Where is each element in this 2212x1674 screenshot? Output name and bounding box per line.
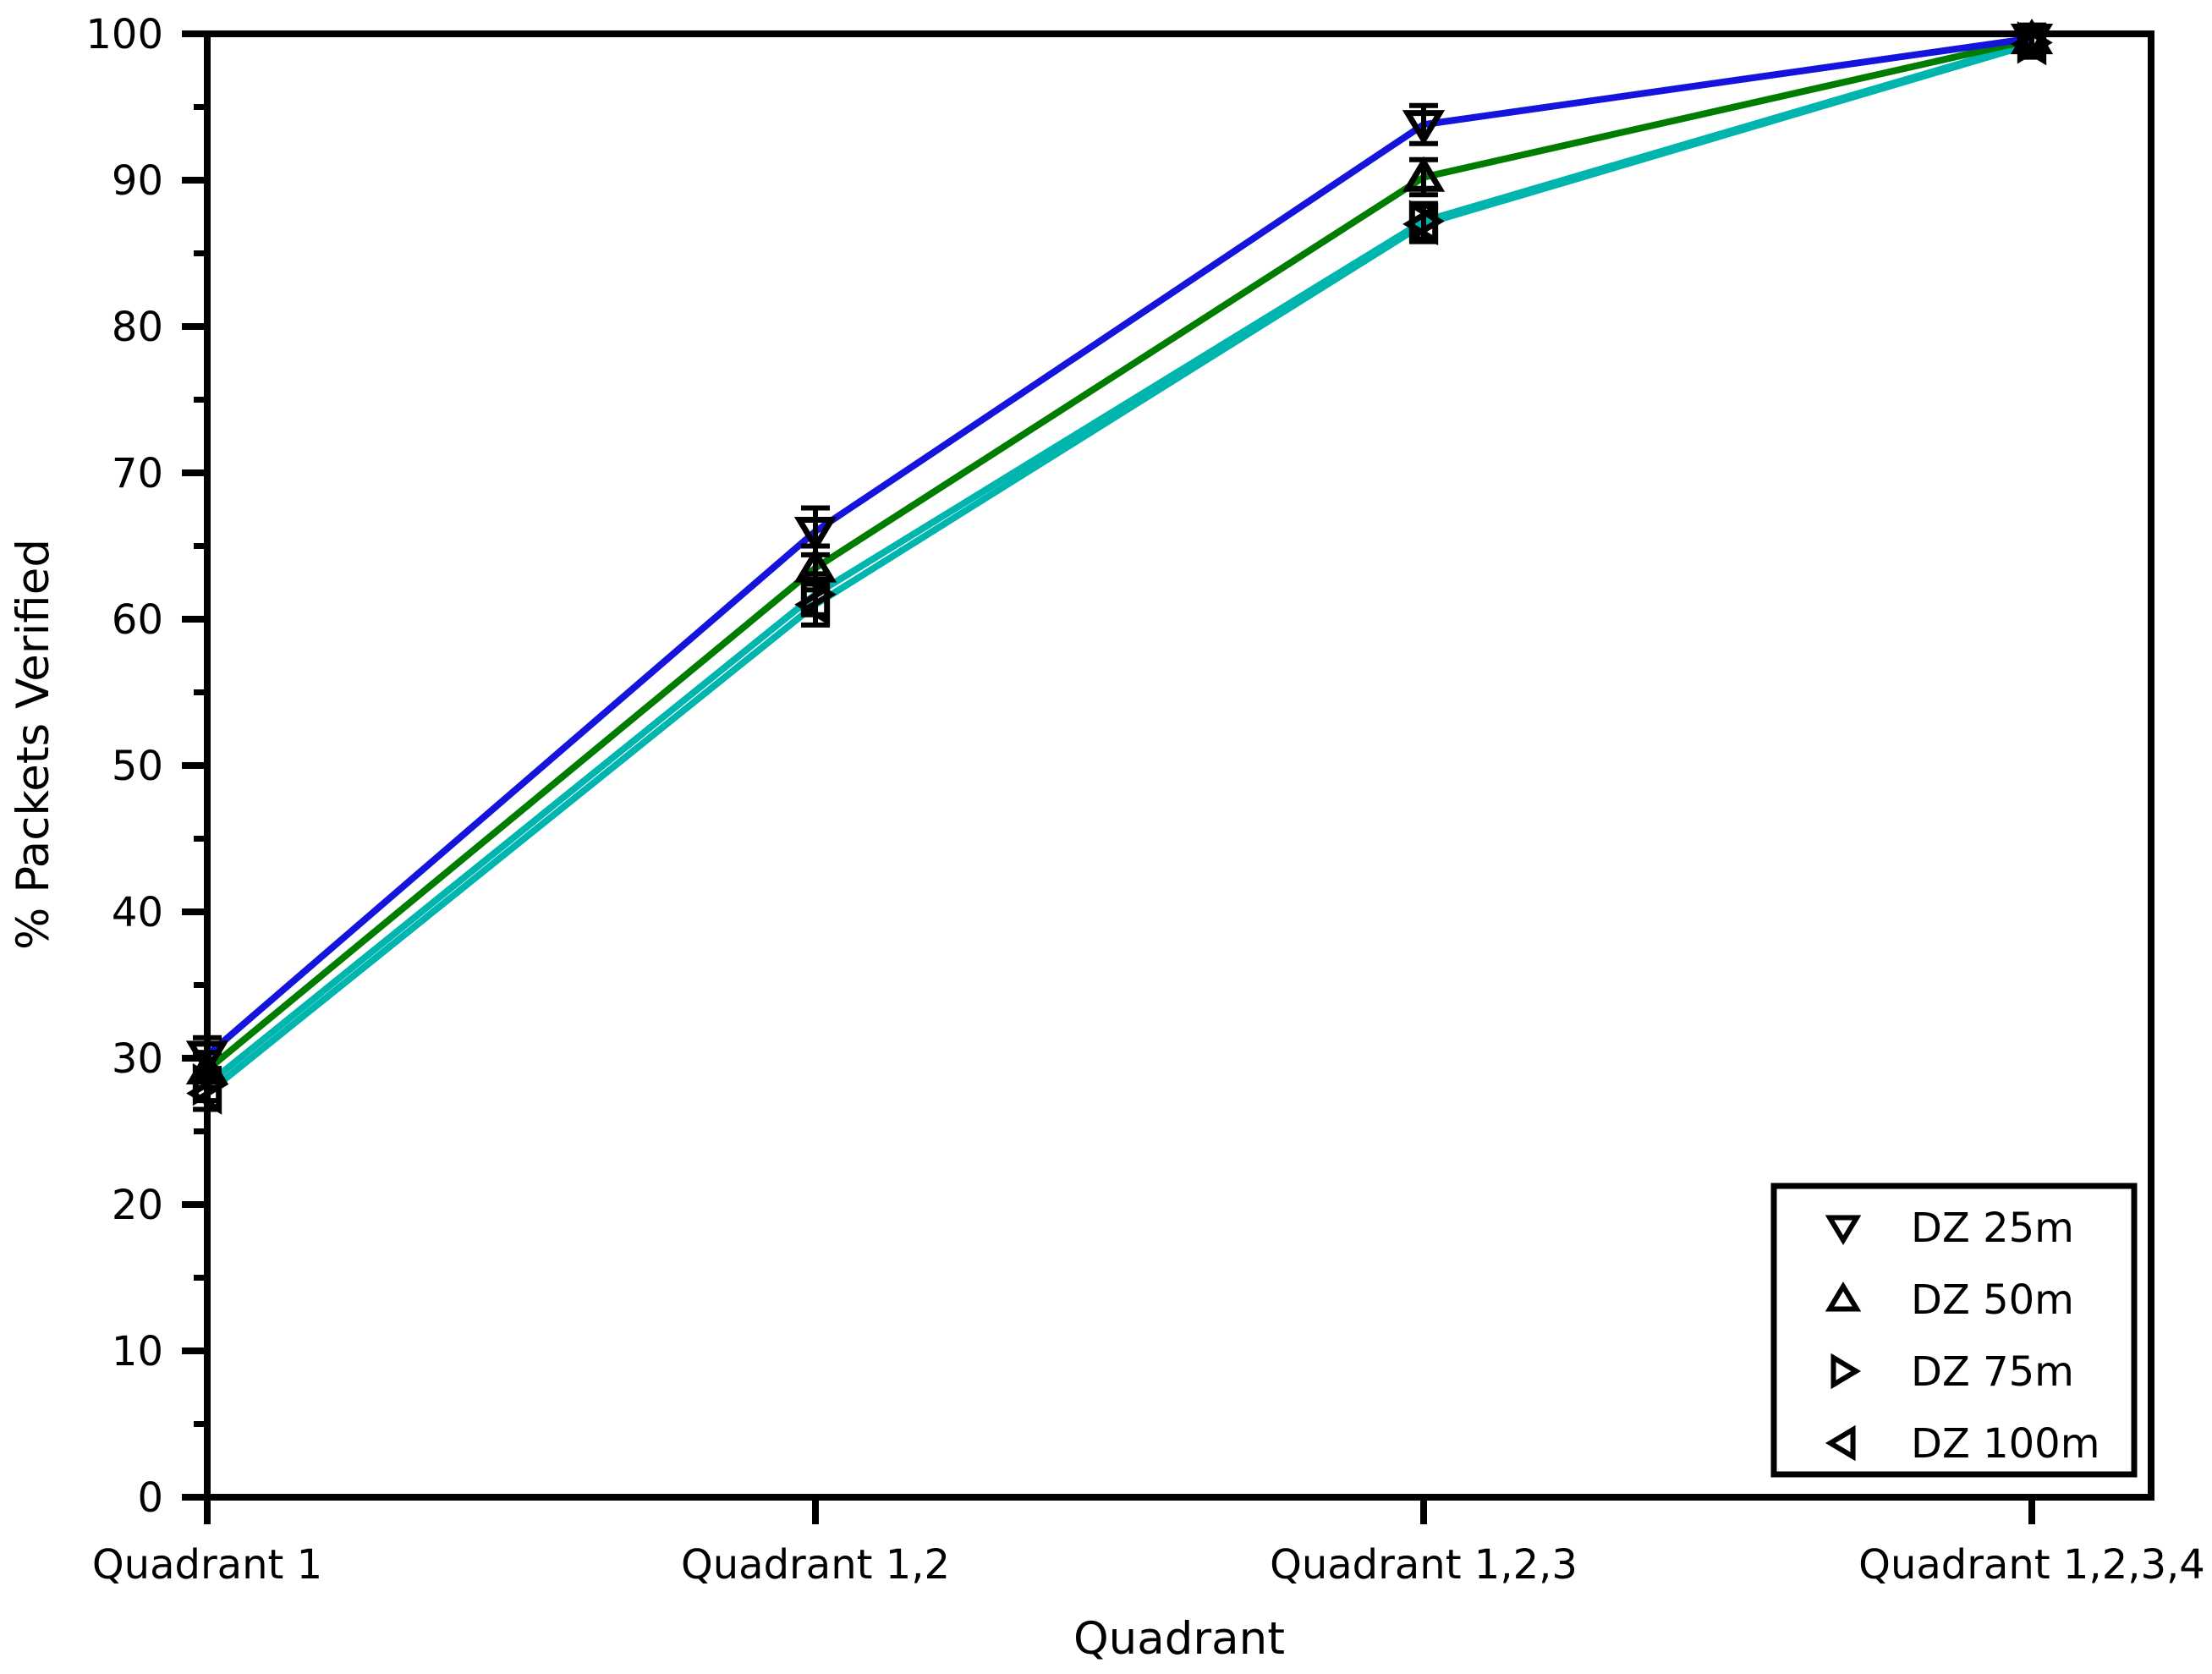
triangle-up-marker	[185, 1048, 229, 1085]
x-axis-ticks: Quadrant 1 Quadrant 1,2 Quadrant 1,2,3 Quad…	[92, 1497, 2205, 1589]
triangle-down-marker	[2010, 24, 2054, 60]
legend: DZ 25m DZ 50m DZ 75m DZ 100m	[1770, 1183, 2138, 1478]
legend-item-dz-25m: DZ 25m	[1825, 1205, 2074, 1252]
series-markers	[185, 19, 2054, 1115]
triangle-down-icon	[1825, 1215, 1862, 1246]
legend-label: DZ 50m	[1911, 1276, 2074, 1324]
x-tick-label: Quadrant 1,2,3,4	[1858, 1541, 2205, 1589]
legend-item-dz-100m: DZ 100m	[1825, 1420, 2099, 1468]
legend-item-dz-50m: DZ 50m	[1825, 1276, 2074, 1324]
y-tick-label: 90	[112, 157, 163, 205]
y-tick-label: 100	[85, 11, 163, 58]
y-tick-label: 70	[112, 450, 163, 497]
series-line-dz-50m	[205, 36, 2033, 1073]
triangle-up-marker	[793, 546, 837, 583]
x-tick-label: Quadrant 1,2,3	[1270, 1541, 1578, 1589]
triangle-right-marker	[1408, 200, 1445, 243]
y-tick-label: 40	[112, 889, 163, 936]
x-tick-label: Quadrant 1	[92, 1541, 322, 1589]
data-point-dz-25m	[1402, 102, 1446, 146]
y-tick-label: 30	[112, 1035, 163, 1083]
y-tick-label: 80	[112, 304, 163, 351]
triangle-down-marker	[1402, 110, 1446, 146]
data-point-dz-75m	[1408, 200, 1445, 243]
series-line-dz-100m	[205, 41, 2034, 1096]
legend-label: DZ 100m	[1911, 1420, 2099, 1468]
triangle-up-marker	[1402, 156, 1446, 192]
data-point-dz-50m	[1402, 156, 1446, 198]
triangle-up-icon	[1825, 1281, 1862, 1312]
y-tick-label: 0	[137, 1474, 163, 1522]
x-axis-title: Quadrant	[1073, 1613, 1285, 1665]
series-lines	[205, 35, 2034, 1096]
x-tick-label: Quadrant 1,2	[681, 1541, 950, 1589]
y-tick-label: 20	[112, 1182, 163, 1229]
series-line-dz-75m	[205, 39, 2034, 1088]
series-line-dz-25m	[205, 35, 2033, 1058]
legend-label: DZ 25m	[1911, 1205, 2074, 1252]
data-point-dz-25m	[2010, 22, 2054, 60]
y-tick-label: 60	[112, 596, 163, 644]
y-axis-title: % Packets Verified	[8, 539, 59, 950]
triangle-down-marker	[793, 517, 837, 553]
triangle-left-icon	[1825, 1424, 1856, 1462]
triangle-down-marker	[185, 1040, 229, 1077]
y-tick-label: 50	[112, 743, 163, 790]
y-tick-label: 10	[112, 1328, 163, 1375]
legend-box	[1770, 1183, 2138, 1478]
y-axis-ticks: 0 10 20 30 40 50 60 70 80 90 100	[85, 11, 207, 1522]
data-point-dz-25m	[793, 505, 837, 557]
data-point-dz-25m	[185, 1035, 229, 1077]
triangle-right-icon	[1831, 1353, 1862, 1390]
legend-item-dz-75m: DZ 75m	[1831, 1348, 2074, 1396]
legend-label: DZ 75m	[1911, 1348, 2074, 1396]
